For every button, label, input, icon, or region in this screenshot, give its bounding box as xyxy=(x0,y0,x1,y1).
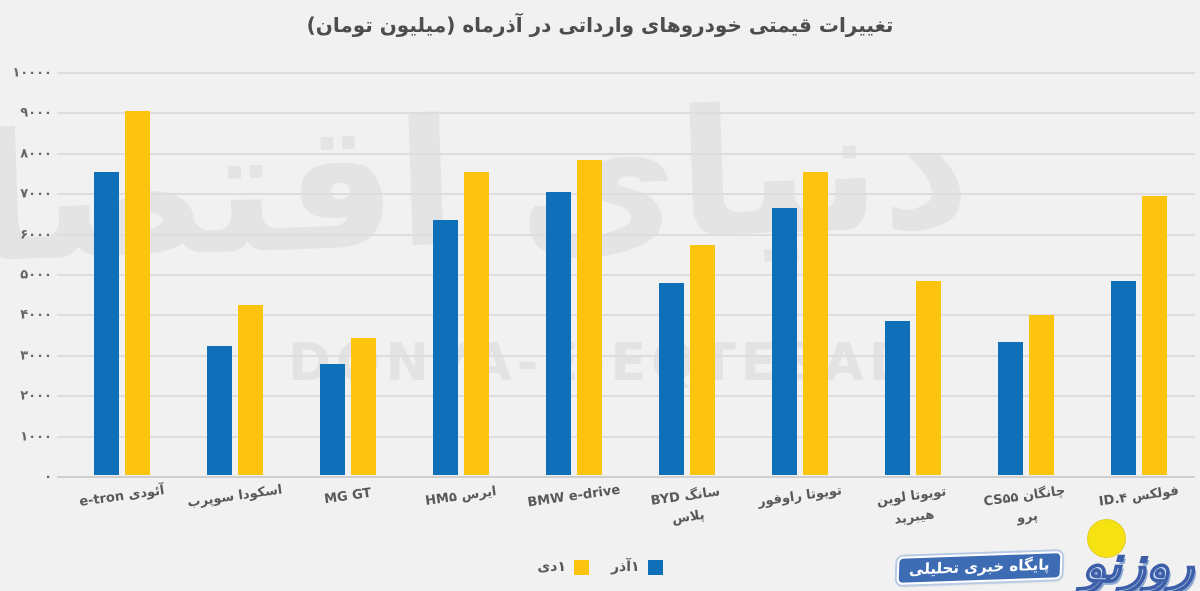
plot-area xyxy=(57,72,1195,478)
bar-dey xyxy=(238,305,263,475)
legend-swatch xyxy=(573,559,589,575)
y-tick-label: ۵۰۰۰ xyxy=(20,267,52,283)
bar-azar xyxy=(207,345,232,475)
bar-dey xyxy=(125,111,150,475)
gridline xyxy=(57,435,1195,438)
gridline xyxy=(57,354,1195,357)
legend-item-dey: ۱دی xyxy=(537,559,589,575)
gridline xyxy=(57,193,1195,196)
y-tick-label: ۶۰۰۰ xyxy=(20,227,52,243)
legend-label: ۱دی xyxy=(537,559,566,575)
bar-azar xyxy=(320,363,345,475)
legend-label: ۱آذر xyxy=(610,559,640,575)
gridline xyxy=(57,72,1195,74)
bar-dey xyxy=(464,172,489,475)
y-tick-label: ۴۰۰۰ xyxy=(20,307,52,323)
logo-tagline: پایگاه خبری تحلیلی xyxy=(896,551,1063,585)
gridline xyxy=(57,314,1195,317)
logo-circle-icon xyxy=(1087,519,1126,558)
x-tick-label: MG GT xyxy=(322,485,372,508)
x-tick-label: BMW e-drive xyxy=(526,482,621,511)
y-tick-label: ۰ xyxy=(44,469,52,485)
x-tick-label: آئودی e-tron xyxy=(77,483,165,510)
y-tick-label: ۹۰۰۰ xyxy=(20,105,52,121)
y-tick-label: ۱۰۰۰ xyxy=(20,429,52,445)
y-tick-label: ۷۰۰۰ xyxy=(20,186,52,202)
x-tick-label: تویوتا راوفور xyxy=(756,483,843,510)
x-tick-label: ایرس HM۵ xyxy=(423,484,497,509)
bar-azar xyxy=(546,192,571,475)
gridline xyxy=(57,395,1195,398)
bar-group xyxy=(969,73,1082,477)
legend-item-azar: ۱آذر xyxy=(611,559,663,575)
bar-group xyxy=(291,73,404,477)
legend: ۱آذر ۱دی xyxy=(0,559,1200,575)
bar-group xyxy=(630,73,743,477)
bar-group xyxy=(517,73,630,477)
bar-dey xyxy=(916,281,941,475)
bar-group xyxy=(65,73,178,477)
y-axis: ۰ ۱۰۰۰ ۲۰۰۰ ۳۰۰۰ ۴۰۰۰ ۵۰۰۰ ۶۰۰۰ ۷۰۰۰ ۸۰۰۰ ۹۰۰۰ ۱۰۰… xyxy=(0,66,56,485)
x-tick-label: سانگ BYD پلاس xyxy=(649,484,721,527)
bar-dey xyxy=(803,172,828,475)
bar-dey xyxy=(690,244,715,475)
bar-azar xyxy=(772,208,797,475)
y-tick-label: ۲۰۰۰ xyxy=(20,388,52,404)
gridline xyxy=(57,112,1195,115)
gridline xyxy=(57,476,1195,478)
bar-dey xyxy=(351,337,376,475)
y-tick-label: ۳۰۰۰ xyxy=(20,348,52,364)
gridline xyxy=(57,274,1195,276)
x-tick-label: فولکس ID.۴ xyxy=(1097,483,1180,510)
bar-group xyxy=(404,73,517,477)
y-tick-label: ۱۰۰۰۰ xyxy=(12,65,52,81)
x-tick-label: اسکودا سوپرب xyxy=(185,482,283,511)
legend-swatch xyxy=(647,559,663,575)
chart-title: تغییرات قیمتی خودروهای وارداتی در آذرماه… xyxy=(306,13,894,37)
gridline xyxy=(57,233,1195,236)
bar-group xyxy=(856,73,969,477)
bar-group xyxy=(743,73,856,477)
rooz-no-logo: روزنو پایگاه خبری تحلیلی xyxy=(860,513,1200,591)
bar-azar xyxy=(885,321,910,475)
bar-dey xyxy=(577,159,602,475)
bar-azar xyxy=(1111,281,1136,475)
bar-group xyxy=(1082,73,1195,477)
bar-dey xyxy=(1142,196,1167,475)
bar-group xyxy=(178,73,291,477)
bar-azar xyxy=(998,341,1023,475)
bar-azar xyxy=(433,220,458,475)
y-tick-label: ۸۰۰۰ xyxy=(20,146,52,162)
bar-azar xyxy=(659,283,684,475)
gridline xyxy=(57,152,1195,155)
bar-dey xyxy=(1029,315,1054,475)
bar-azar xyxy=(94,172,119,475)
